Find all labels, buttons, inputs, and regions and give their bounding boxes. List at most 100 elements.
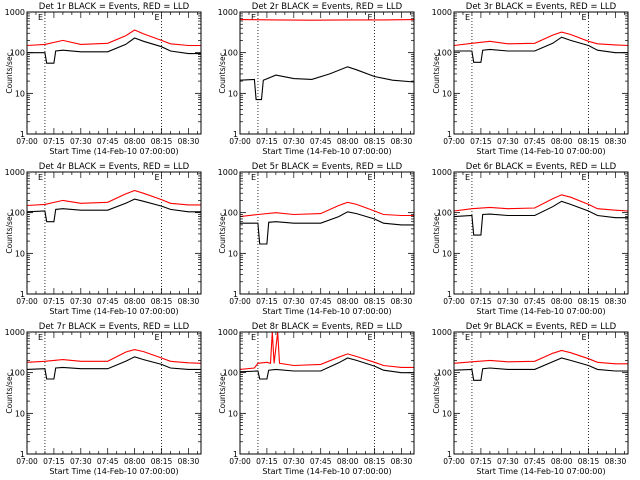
marker-label-right: E xyxy=(582,333,587,342)
series-lld-line xyxy=(239,331,414,370)
series-events-line xyxy=(453,357,628,381)
panel-title: Det 5r BLACK = Events, RED = LLD xyxy=(252,162,403,172)
x-tick-label: 08:30 xyxy=(605,137,627,146)
y-tick-label: 1 xyxy=(20,450,25,459)
series-events-line xyxy=(26,356,201,380)
marker-label-left: E xyxy=(465,13,470,22)
x-tick-label: 08:15 xyxy=(364,457,386,466)
series-events-line xyxy=(239,66,415,101)
marker-label-right: E xyxy=(155,173,160,182)
y-tick-label: 100 xyxy=(10,49,25,58)
y-axis-label: Counts/sec xyxy=(5,212,14,253)
x-tick-label: 08:30 xyxy=(391,137,413,146)
y-tick-label: 1000 xyxy=(218,168,238,177)
y-tick-label: 10 xyxy=(228,409,238,418)
x-tick-label: 08:15 xyxy=(364,137,386,146)
series-lld-line xyxy=(26,29,201,47)
y-tick-label: 1 xyxy=(20,130,25,139)
y-axis-label: Counts/sec xyxy=(218,212,227,253)
x-axis-label: Start Time (14-Feb-10 07:00:00) xyxy=(49,467,178,476)
x-tick-label: 07:45 xyxy=(310,137,332,146)
x-tick-label: 07:45 xyxy=(97,137,119,146)
marker-label-left: E xyxy=(38,13,43,22)
y-axis-label: Counts/sec xyxy=(432,212,441,253)
panel-title: Det 2r BLACK = Events, RED = LLD xyxy=(252,2,403,12)
x-axis-label: Start Time (14-Feb-10 07:00:00) xyxy=(476,467,605,476)
x-tick-label: 08:00 xyxy=(337,457,359,466)
plot-frame xyxy=(239,171,415,295)
x-tick-label: 07:15 xyxy=(43,137,65,146)
x-tick-label: 07:00 xyxy=(229,457,251,466)
series-lld-line xyxy=(453,31,629,47)
x-tick-label: 07:15 xyxy=(256,457,278,466)
x-tick-label: 08:15 xyxy=(151,457,173,466)
panel-title: Det 9r BLACK = Events, RED = LLD xyxy=(466,322,617,332)
y-tick-label: 100 xyxy=(437,49,452,58)
marker-label-left: E xyxy=(465,173,470,182)
x-tick-label: 07:00 xyxy=(443,457,465,466)
y-tick-label: 10 xyxy=(15,89,25,98)
y-tick-label: 1 xyxy=(447,130,452,139)
series-lld-line xyxy=(26,189,201,207)
panel-title: Det 3r BLACK = Events, RED = LLD xyxy=(466,2,617,12)
x-tick-label: 07:45 xyxy=(524,297,546,306)
x-tick-label: 08:00 xyxy=(337,137,359,146)
x-axis-label: Start Time (14-Feb-10 07:00:00) xyxy=(476,147,605,156)
x-tick-label: 07:30 xyxy=(70,457,92,466)
x-tick-label: 08:00 xyxy=(124,137,146,146)
x-tick-label: 07:00 xyxy=(229,297,251,306)
y-tick-label: 1000 xyxy=(432,8,452,17)
x-tick-label: 08:15 xyxy=(364,297,386,306)
x-axis-label: Start Time (14-Feb-10 07:00:00) xyxy=(262,307,391,316)
x-tick-label: 07:30 xyxy=(283,137,305,146)
x-tick-label: 08:15 xyxy=(578,297,600,306)
x-tick-label: 08:00 xyxy=(551,137,573,146)
panel-title: Det 1r BLACK = Events, RED = LLD xyxy=(39,2,190,12)
panel-title: Det 6r BLACK = Events, RED = LLD xyxy=(466,162,617,172)
y-tick-label: 100 xyxy=(10,209,25,218)
x-tick-label: 08:30 xyxy=(178,297,200,306)
x-tick-label: 07:00 xyxy=(443,137,465,146)
x-tick-label: 08:15 xyxy=(578,457,600,466)
y-tick-label: 1000 xyxy=(5,328,25,337)
x-axis-label: Start Time (14-Feb-10 07:00:00) xyxy=(476,307,605,316)
y-tick-label: 10 xyxy=(442,89,452,98)
y-tick-label: 100 xyxy=(223,209,238,218)
x-tick-label: 08:00 xyxy=(124,457,146,466)
marker-label-left: E xyxy=(251,13,256,22)
y-tick-label: 10 xyxy=(228,89,238,98)
x-tick-label: 07:30 xyxy=(70,297,92,306)
y-axis-label: Counts/sec xyxy=(432,52,441,93)
marker-label-left: E xyxy=(251,333,256,342)
series-events-line xyxy=(239,357,414,380)
y-tick-label: 10 xyxy=(442,409,452,418)
series-lld-line xyxy=(239,201,414,218)
y-tick-label: 10 xyxy=(442,249,452,258)
series-events-line xyxy=(453,200,628,236)
x-tick-label: 07:30 xyxy=(283,457,305,466)
y-tick-label: 1000 xyxy=(5,8,25,17)
plot-frame xyxy=(453,331,629,455)
y-tick-label: 10 xyxy=(228,249,238,258)
y-tick-label: 1 xyxy=(447,290,452,299)
y-tick-label: 1 xyxy=(447,450,452,459)
x-tick-label: 07:45 xyxy=(97,457,119,466)
x-tick-label: 08:00 xyxy=(337,297,359,306)
x-tick-label: 07:15 xyxy=(43,297,65,306)
x-tick-label: 07:30 xyxy=(283,297,305,306)
x-tick-label: 08:00 xyxy=(551,457,573,466)
y-axis-label: Counts/sec xyxy=(218,372,227,413)
x-tick-label: 07:15 xyxy=(470,457,492,466)
x-tick-label: 07:15 xyxy=(256,137,278,146)
y-tick-label: 100 xyxy=(10,369,25,378)
x-tick-label: 07:00 xyxy=(16,137,38,146)
series-events-line xyxy=(454,36,628,63)
series-events-line xyxy=(240,211,414,245)
y-tick-label: 1000 xyxy=(432,328,452,337)
